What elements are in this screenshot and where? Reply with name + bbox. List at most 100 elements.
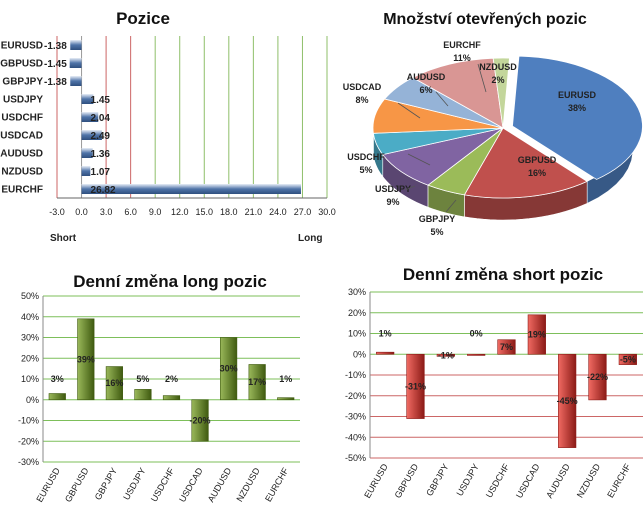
pozice-value-label: -1.45 bbox=[44, 59, 67, 70]
short-bar bbox=[618, 353, 637, 365]
long-bar bbox=[162, 395, 181, 401]
pie-leader-line bbox=[477, 63, 487, 93]
short-bar bbox=[436, 353, 455, 357]
long-y-tick: -20% bbox=[18, 436, 39, 446]
long-bar bbox=[105, 366, 123, 401]
pozice-bar bbox=[81, 148, 93, 158]
long-y-tick: -10% bbox=[18, 416, 39, 426]
short-y-tick: 0% bbox=[353, 349, 366, 359]
pie-label-value: 8% bbox=[355, 95, 368, 105]
short-x-tick: USDCAD bbox=[514, 462, 542, 500]
long-data-label: 2% bbox=[165, 374, 178, 384]
short-y-tick: 20% bbox=[348, 308, 366, 318]
long-x-tick: USDCHF bbox=[149, 466, 177, 504]
pozice-bar bbox=[81, 112, 99, 122]
long-x-tick: NZDUSD bbox=[234, 466, 262, 504]
short-bar bbox=[376, 351, 395, 355]
short-data-label: 7% bbox=[500, 342, 513, 352]
short-bar bbox=[588, 353, 607, 401]
short-x-tick: GBPUSD bbox=[393, 462, 421, 500]
short-x-tick: EURCHF bbox=[605, 462, 633, 500]
pozice-value-label: 2.04 bbox=[91, 113, 111, 124]
pie-label-name: AUDUSD bbox=[407, 72, 446, 82]
short-data-label: 0% bbox=[470, 328, 483, 338]
pie-leader-line bbox=[435, 91, 449, 107]
short-y-tick: -10% bbox=[345, 370, 366, 380]
long-x-tick: USDJPY bbox=[121, 466, 147, 502]
short-bar bbox=[497, 339, 516, 355]
short-x-tick: EURUSD bbox=[362, 462, 390, 500]
short-x-tick: GBPJPY bbox=[424, 462, 450, 498]
long-data-label: 30% bbox=[220, 364, 238, 374]
short-x-tick: NZDUSD bbox=[575, 462, 603, 500]
long-y-tick: -30% bbox=[18, 457, 39, 467]
short-y-tick: -40% bbox=[345, 432, 366, 442]
short-bar bbox=[558, 353, 577, 448]
long-bar bbox=[277, 397, 295, 401]
pie-label-value: 5% bbox=[430, 227, 443, 237]
open-positions-pie: EURUSD38%GBPUSD16%GBPJPY5%USDJPY9%USDCHF… bbox=[343, 40, 643, 237]
pozice-value-label: 26.82 bbox=[91, 185, 116, 196]
pozice-value-label: 1.07 bbox=[91, 167, 111, 178]
pozice-x-tick: 21.0 bbox=[245, 207, 263, 217]
long-bar bbox=[191, 399, 209, 442]
short-x-tick: USDJPY bbox=[454, 462, 480, 498]
short-y-tick: 30% bbox=[348, 287, 366, 297]
pozice-category-label: EURUSD bbox=[1, 41, 43, 52]
pozice-value-label: -1.38 bbox=[44, 77, 67, 88]
short-x-tick: AUDUSD bbox=[544, 462, 572, 500]
pie-label-name: USDCAD bbox=[343, 82, 382, 92]
long-axis-label: Long bbox=[298, 233, 322, 244]
pie-leader-line bbox=[404, 185, 416, 191]
pozice-value-label: 2.49 bbox=[91, 131, 111, 142]
pie-label-name: GBPUSD bbox=[518, 155, 557, 165]
short-y-tick: -50% bbox=[345, 453, 366, 463]
long-bar bbox=[77, 318, 95, 401]
pozice-bar bbox=[81, 166, 91, 176]
pie-slice-nzdusd bbox=[492, 57, 510, 129]
pie-leader-line bbox=[445, 199, 457, 213]
pie-slice-gbpusd bbox=[463, 127, 588, 199]
short-data-label: -1% bbox=[438, 350, 454, 360]
pozice-bar bbox=[81, 130, 102, 140]
long-change-title: Denní změna long pozic bbox=[73, 272, 267, 291]
pozice-category-label: USDCAD bbox=[0, 131, 43, 142]
long-x-tick: AUDUSD bbox=[206, 466, 234, 504]
pozice-title: Pozice bbox=[116, 9, 170, 28]
pie-label-name: GBPJPY bbox=[419, 214, 456, 224]
pozice-category-label: AUDUSD bbox=[0, 149, 43, 160]
short-y-tick: -30% bbox=[345, 412, 366, 422]
long-x-tick: EURUSD bbox=[34, 466, 62, 504]
pie-leader-line bbox=[407, 153, 431, 166]
long-y-tick: 30% bbox=[21, 333, 39, 343]
pie-label-value: 16% bbox=[528, 168, 546, 178]
long-y-tick: 40% bbox=[21, 312, 39, 322]
pozice-x-tick: 3.0 bbox=[100, 207, 113, 217]
pie-label-value: 6% bbox=[419, 85, 432, 95]
pie-label-value: 9% bbox=[386, 197, 399, 207]
long-data-label: 39% bbox=[77, 354, 95, 364]
short-change-chart: -50% -40% -30% -20% -10% 0% 10% 20% 30% 1% EURUSD -… bbox=[345, 287, 643, 500]
pie-label-name: USDCHF bbox=[347, 152, 385, 162]
pozice-x-tick: -3.0 bbox=[49, 207, 65, 217]
pozice-category-label: EURCHF bbox=[1, 185, 43, 196]
long-bar bbox=[134, 389, 152, 401]
pozice-x-tick: 27.0 bbox=[294, 207, 312, 217]
short-y-tick: 10% bbox=[348, 329, 366, 339]
pie-label-value: 2% bbox=[491, 75, 504, 85]
short-y-tick: -20% bbox=[345, 391, 366, 401]
short-data-label: -22% bbox=[587, 372, 608, 382]
long-y-tick: 20% bbox=[21, 353, 39, 363]
long-bar bbox=[248, 364, 266, 401]
short-data-label: 19% bbox=[528, 330, 546, 340]
pozice-chart: -3.0 0.0 3.0 6.0 9.0 12.0 15.0 18.0 21.0 24.0 27.0… bbox=[0, 36, 336, 217]
long-change-chart: -30% -20% -10% 0% 10% 20% 30% 40% 50% 3% EURUSD 39%… bbox=[18, 291, 300, 504]
pie-label-value: 11% bbox=[453, 53, 471, 63]
pozice-bar bbox=[69, 58, 82, 68]
pie-label-value: 5% bbox=[359, 165, 372, 175]
short-x-tick: USDCHF bbox=[484, 462, 512, 500]
long-data-label: 5% bbox=[136, 374, 149, 384]
long-bar bbox=[48, 393, 66, 401]
pozice-category-label: NZDUSD bbox=[1, 167, 43, 178]
long-x-tick: USDCAD bbox=[177, 466, 205, 504]
